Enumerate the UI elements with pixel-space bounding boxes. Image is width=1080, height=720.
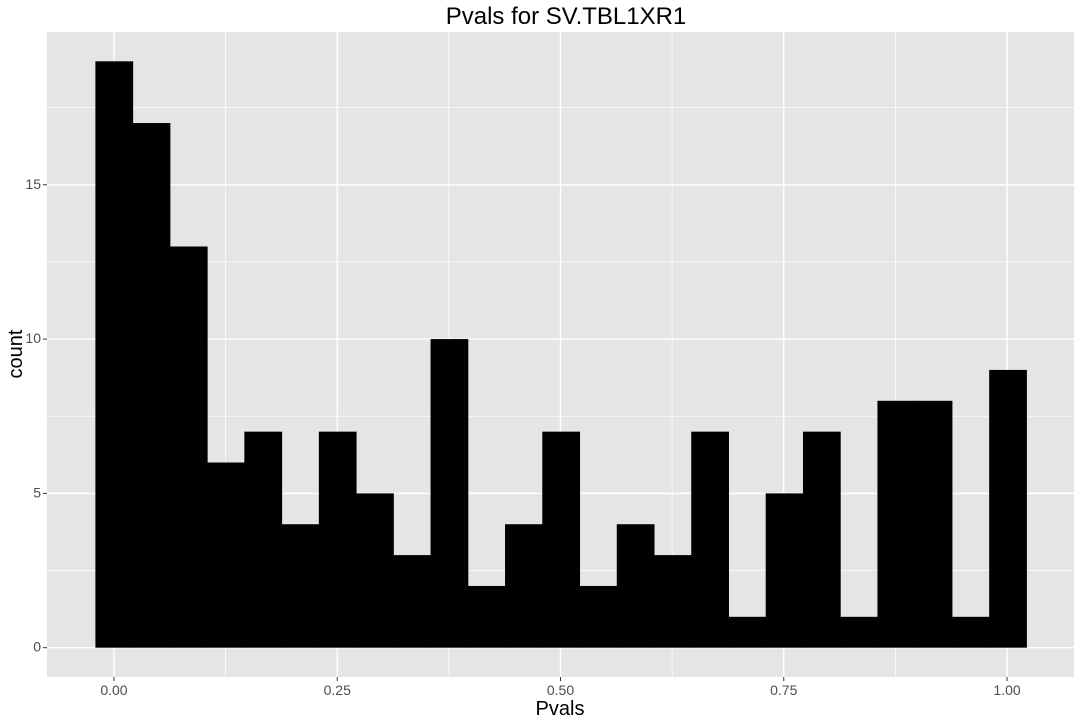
histogram-bar [989,369,1027,648]
histogram-bar [207,462,245,648]
bars-group [95,61,1027,648]
histogram-bar [467,585,506,648]
y-tick-label: 15 [25,176,41,192]
y-tick-label: 5 [33,484,41,500]
histogram-bar [318,431,357,648]
histogram-bar [691,431,729,648]
histogram-bar [728,616,767,648]
histogram-bar [802,431,841,648]
histogram-bar [877,400,916,648]
x-axis-title: Pvals [536,698,585,720]
histogram-bar [169,246,208,648]
y-axis-title: count [5,329,27,378]
histogram-bar [765,493,804,648]
histogram-bar [356,493,394,648]
histogram-bar [281,524,320,648]
histogram-bar [914,400,953,648]
y-tick-label: 10 [25,330,41,346]
y-axis-ticks: 0 5 10 15 [25,176,47,655]
histogram-bar [393,555,432,648]
histogram-bar [840,616,878,648]
histogram-bar [542,431,581,648]
histogram-bar [951,616,990,648]
histogram-bar [616,524,655,648]
histogram-bar [132,123,171,648]
histogram-bar [654,555,692,648]
histogram-bar [505,524,543,648]
x-tick-label: 0.00 [100,682,127,698]
x-tick-label: 1.00 [993,682,1020,698]
x-axis-ticks: 0.00 0.25 0.50 0.75 1.00 [100,677,1021,698]
chart-title: Pvals for SV.TBL1XR1 [446,3,687,30]
histogram-bar [95,61,134,648]
y-tick-label: 0 [33,639,41,655]
histogram-bar [430,339,469,648]
histogram-bar [579,585,618,648]
x-tick-label: 0.50 [547,682,574,698]
histogram-bar [244,431,283,648]
x-tick-label: 0.25 [324,682,351,698]
x-tick-label: 0.75 [770,682,797,698]
